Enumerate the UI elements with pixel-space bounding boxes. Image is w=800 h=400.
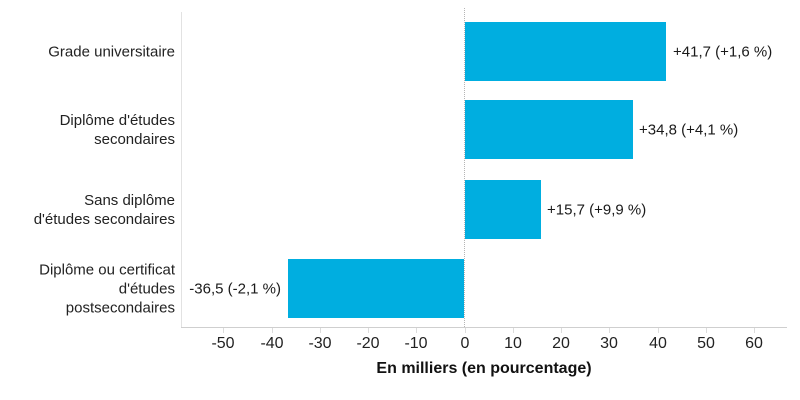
x-axis-tick	[416, 328, 417, 333]
x-axis-tick-label: -10	[404, 335, 428, 352]
zero-gridline	[464, 8, 465, 327]
x-axis-tick	[706, 328, 707, 333]
x-axis-tick	[561, 328, 562, 333]
x-axis-tick-label: -30	[308, 335, 332, 352]
x-axis-tick	[272, 328, 273, 333]
x-axis-tick	[609, 328, 610, 333]
x-axis-tick	[754, 328, 755, 333]
x-axis-tick-label: -50	[211, 335, 235, 352]
x-axis-tick-label: -40	[260, 335, 284, 352]
x-axis-tick-label: 10	[504, 335, 522, 352]
bar-value-label: +41,7 (+1,6 %)	[673, 43, 773, 60]
bar-1	[465, 100, 633, 159]
bar-value-label: +15,7 (+9,9 %)	[547, 201, 647, 218]
x-axis-tick-label: 20	[552, 335, 570, 352]
x-axis-tick	[513, 328, 514, 333]
category-label: Sans diplôme d'études secondaires	[0, 191, 175, 229]
category-label: Diplôme ou certificat d'études postseconda…	[0, 260, 175, 317]
x-axis-tick	[320, 328, 321, 333]
x-axis-tick-label: -20	[356, 335, 380, 352]
category-label-line: d'études secondaires	[33, 210, 175, 228]
category-label: Grade universitaire	[0, 42, 175, 61]
x-axis-line	[181, 327, 787, 328]
category-label-line: Diplôme ou certificat	[39, 261, 175, 278]
x-axis-tick	[658, 328, 659, 333]
x-axis-tick-label: 0	[460, 335, 470, 352]
bar-2	[465, 180, 541, 239]
category-label-line: secondaires	[94, 130, 175, 148]
bar-value-label: +34,8 (+4,1 %)	[639, 121, 739, 138]
bar-0	[465, 22, 666, 81]
category-label-line: postsecondaires	[65, 299, 175, 316]
x-axis-tick-label: 60	[745, 335, 763, 352]
bar-value-label: -36,5 (-2,1 %)	[189, 280, 281, 297]
y-axis-line	[181, 12, 182, 327]
x-axis-title: En milliers (en pourcentage)	[376, 360, 592, 377]
category-label: Diplôme d'études secondaires	[0, 111, 175, 149]
category-label-line: d'études	[118, 280, 175, 297]
x-axis-tick	[465, 328, 466, 333]
x-axis-tick	[223, 328, 224, 333]
category-label-line: Grade universitaire	[48, 43, 175, 60]
x-axis-tick	[368, 328, 369, 333]
bar-3	[288, 259, 464, 318]
x-axis-tick-label: 50	[697, 335, 715, 352]
x-axis-tick-label: 30	[600, 335, 618, 352]
x-axis-tick-label: 40	[649, 335, 667, 352]
category-label-line: Sans diplôme	[84, 191, 175, 209]
category-label-line: Diplôme d'études	[59, 111, 175, 129]
